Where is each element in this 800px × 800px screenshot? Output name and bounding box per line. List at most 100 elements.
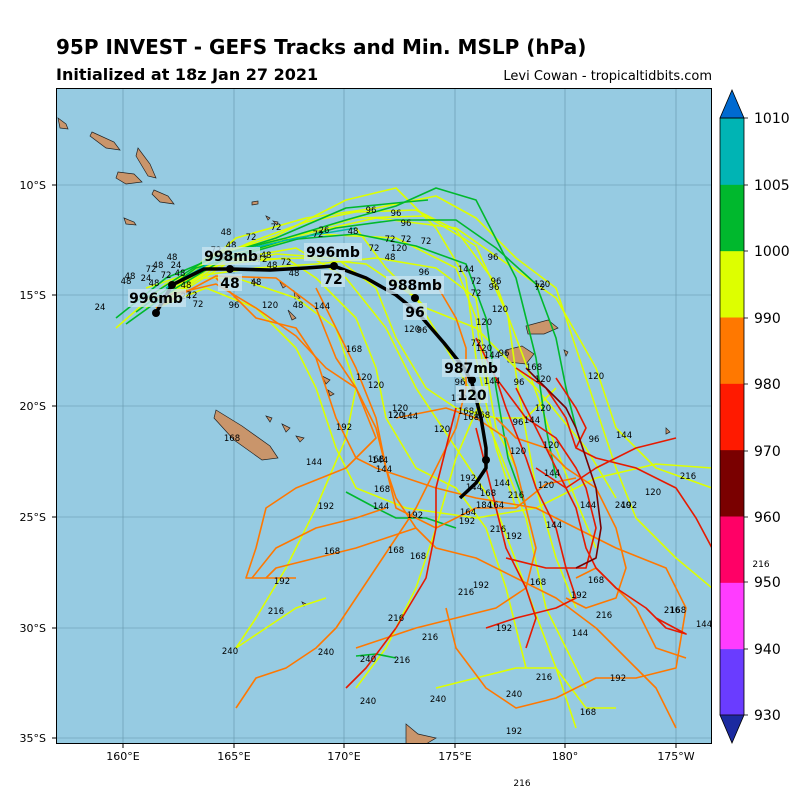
- svg-text:72: 72: [385, 235, 396, 245]
- svg-text:48: 48: [385, 253, 396, 263]
- island-vanuatu-1: [251, 200, 259, 206]
- svg-text:144: 144: [484, 351, 500, 361]
- svg-text:144: 144: [373, 502, 389, 512]
- svg-text:48: 48: [149, 279, 160, 289]
- svg-text:72: 72: [193, 300, 204, 310]
- svg-text:192: 192: [506, 532, 522, 542]
- svg-text:120: 120: [492, 305, 508, 315]
- svg-text:48: 48: [348, 227, 359, 237]
- svg-text:24: 24: [95, 303, 106, 313]
- colorbar-tick-labels: 1010 1005 1000 990 980 970 960 950 940 9…: [754, 111, 790, 724]
- svg-text:144: 144: [466, 483, 482, 493]
- svg-text:144: 144: [524, 416, 540, 426]
- stray-label: 216: [513, 779, 530, 789]
- svg-text:96: 96: [489, 283, 500, 293]
- svg-text:240: 240: [615, 501, 631, 511]
- member-track: [145, 257, 517, 469]
- lat-tick-label: 30°S: [20, 622, 46, 635]
- svg-text:120: 120: [543, 441, 559, 451]
- svg-text:192: 192: [496, 624, 512, 634]
- svg-text:144: 144: [494, 479, 510, 489]
- lat-tick-labels: 10°S 15°S 20°S 25°S 30°S 35°S: [20, 179, 46, 745]
- svg-text:168: 168: [458, 407, 474, 417]
- svg-text:120: 120: [368, 381, 384, 391]
- colorbar-segment: [720, 516, 744, 583]
- svg-text:240: 240: [506, 690, 522, 700]
- svg-text:144: 144: [616, 431, 632, 441]
- svg-text:26: 26: [319, 226, 330, 236]
- svg-text:96: 96: [488, 253, 499, 263]
- svg-text:144: 144: [544, 469, 560, 479]
- island-loyalty-1: [265, 415, 273, 423]
- member-track: [495, 377, 597, 569]
- svg-text:192: 192: [336, 423, 352, 433]
- island-tonga: [665, 427, 671, 435]
- svg-text:240: 240: [318, 648, 334, 658]
- colorbar-frame: [719, 117, 745, 716]
- svg-text:168: 168: [580, 708, 596, 718]
- svg-text:192: 192: [621, 501, 637, 511]
- svg-text:192: 192: [460, 474, 476, 484]
- island-loyalty-3: [295, 435, 305, 443]
- svg-text:96: 96: [455, 378, 466, 388]
- mean-track-point: [152, 309, 160, 317]
- colorbar-segment: [720, 383, 744, 451]
- island-vanuatu-2: [271, 220, 279, 226]
- lat-tick-label: 35°S: [20, 732, 46, 745]
- member-track: [155, 257, 527, 669]
- svg-text:216: 216: [490, 525, 506, 535]
- pressure-label: 996mb: [129, 291, 183, 307]
- svg-text:216: 216: [422, 633, 438, 643]
- svg-text:192: 192: [473, 581, 489, 591]
- svg-text:48: 48: [121, 277, 132, 287]
- svg-text:48: 48: [226, 241, 237, 251]
- svg-text:72: 72: [313, 230, 324, 240]
- svg-text:144: 144: [546, 521, 562, 531]
- svg-text:72: 72: [281, 258, 292, 268]
- lat-tick-label: 15°S: [20, 289, 46, 302]
- member-track: [555, 377, 587, 449]
- svg-text:48: 48: [125, 272, 136, 282]
- island-fiji-east: [563, 349, 569, 357]
- svg-text:164: 164: [460, 508, 476, 518]
- svg-text:168: 168: [346, 345, 362, 355]
- svg-text:216: 216: [268, 607, 284, 617]
- svg-text:120: 120: [356, 373, 372, 383]
- svg-text:216: 216: [508, 491, 524, 501]
- svg-text:192: 192: [506, 727, 522, 737]
- svg-text:144: 144: [696, 620, 712, 630]
- pressure-label: 988mb: [388, 278, 442, 294]
- chart-subtitle: Initialized at 18z Jan 27 2021: [56, 65, 319, 84]
- island-solomon-mid: [287, 309, 297, 321]
- svg-text:216: 216: [394, 656, 410, 666]
- svg-text:120: 120: [391, 244, 407, 254]
- colorbar-tick: 950: [754, 575, 781, 591]
- colorbar-tick: 970: [754, 444, 781, 460]
- svg-text:168: 168: [670, 606, 686, 616]
- svg-text:24: 24: [141, 274, 152, 284]
- island-small-2: [327, 389, 335, 397]
- member-track: [575, 567, 687, 659]
- colorbar-segments: [719, 88, 748, 745]
- svg-text:192: 192: [571, 591, 587, 601]
- svg-text:216: 216: [536, 673, 552, 683]
- lon-tick-label: 175°W: [657, 750, 694, 763]
- svg-text:144: 144: [376, 465, 392, 475]
- member-track: [115, 227, 617, 499]
- svg-text:168: 168: [463, 413, 479, 423]
- svg-text:120: 120: [645, 488, 661, 498]
- svg-text:96: 96: [499, 349, 510, 359]
- member-track: [145, 199, 429, 299]
- svg-text:24: 24: [171, 261, 182, 271]
- svg-text:120: 120: [534, 280, 550, 290]
- svg-text:240: 240: [430, 695, 446, 705]
- colorbar-segment: [720, 184, 744, 252]
- svg-text:120: 120: [535, 375, 551, 385]
- svg-text:144: 144: [372, 456, 388, 466]
- svg-text:216: 216: [388, 614, 404, 624]
- svg-text:216: 216: [664, 606, 680, 616]
- mean-track-point: [468, 376, 476, 384]
- svg-text:240: 240: [360, 655, 376, 665]
